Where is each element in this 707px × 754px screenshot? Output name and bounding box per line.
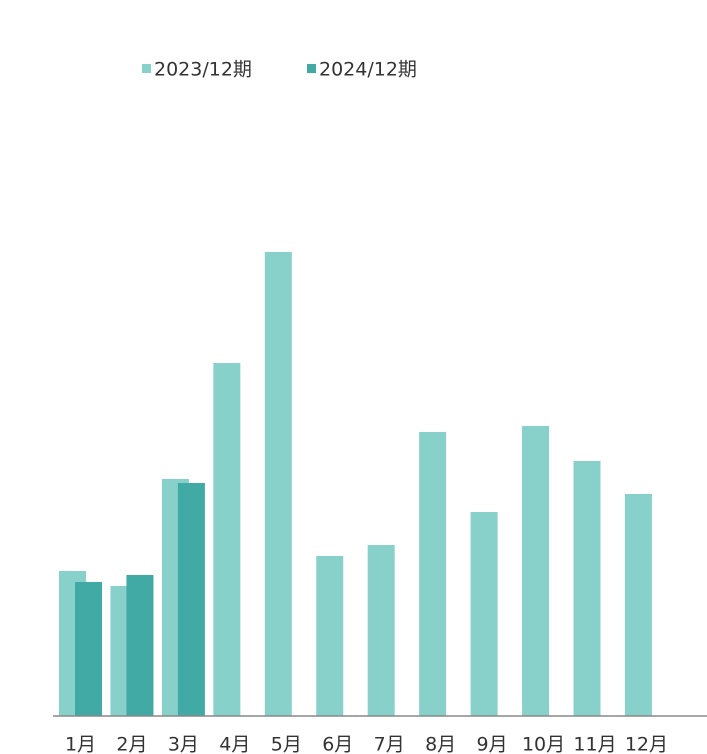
x-tick-label: 4月 [219, 734, 250, 754]
x-tick-label: 10月 [522, 734, 565, 754]
bar [573, 461, 601, 716]
x-tick-label: 8月 [425, 734, 456, 754]
bar [367, 545, 395, 716]
legend-swatch [142, 64, 151, 73]
bar [264, 252, 292, 716]
bar [75, 582, 102, 716]
bar [177, 483, 205, 716]
bar [126, 575, 154, 716]
x-tick-label: 5月 [271, 734, 302, 754]
bar [213, 363, 241, 716]
x-tick-label: 11月 [573, 734, 616, 754]
bar [419, 432, 447, 716]
legend-label: 2024/12期 [319, 59, 417, 81]
x-tick-label: 7月 [374, 734, 405, 754]
bar [522, 426, 550, 716]
x-tick-label: 1月 [65, 734, 96, 754]
x-tick-label: 9月 [477, 734, 508, 754]
bar [470, 512, 498, 716]
legend-swatch [307, 64, 316, 73]
legend-label: 2023/12期 [154, 59, 252, 81]
bar [316, 556, 344, 716]
bar [624, 494, 652, 716]
x-tick-label: 3月 [168, 734, 199, 754]
x-tick-label: 12月 [625, 734, 668, 754]
x-tick-label: 2月 [116, 734, 147, 754]
x-tick-label: 6月 [322, 734, 353, 754]
